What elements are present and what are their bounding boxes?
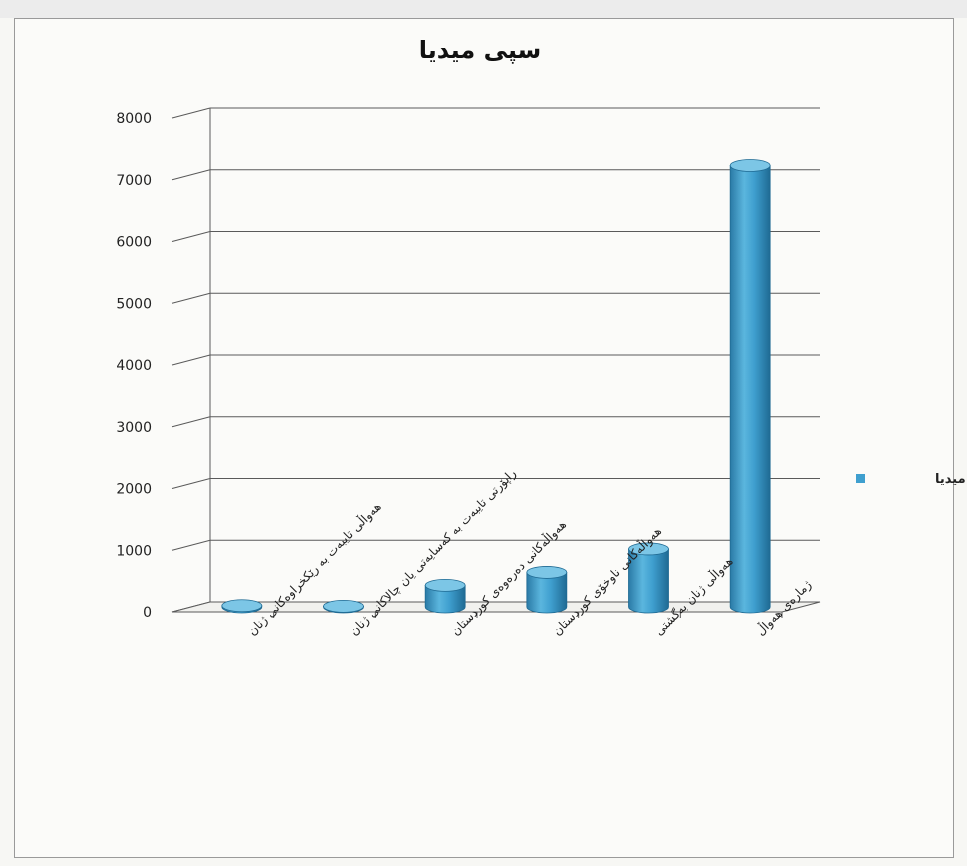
bar	[221, 599, 263, 614]
bar-top	[526, 566, 568, 579]
bar	[424, 578, 466, 614]
bar	[729, 159, 771, 614]
y-tick-label: 5000	[116, 296, 152, 312]
gridline-side	[171, 416, 211, 428]
chart-title: سپی میدیا	[419, 36, 542, 64]
x-tick-label: راپۆرتی تایبەت بە کەسایەتی یان چالاکانی …	[347, 466, 520, 639]
bar	[628, 542, 669, 614]
legend-swatch	[856, 474, 865, 483]
y-axis: 0 1000 2000 3000 4000 5000 6000 7000 8000	[116, 111, 152, 621]
gridline-side	[171, 478, 211, 489]
bar-body	[526, 572, 568, 614]
gridline-side	[171, 231, 211, 242]
gridline-side	[171, 292, 211, 304]
y-tick-label: 3000	[116, 420, 152, 436]
bar-top	[729, 159, 771, 172]
gridlines	[171, 107, 821, 613]
y-tick-label: 7000	[116, 173, 152, 189]
x-axis: هەواڵی تایبەت بە رێکخراوەکانی ژنانراپۆرت…	[244, 466, 815, 639]
y-tick-label: 8000	[116, 111, 152, 127]
bar	[526, 566, 568, 614]
legend: سپی میدیا	[856, 472, 967, 487]
top-strip	[0, 0, 967, 18]
bar-top	[221, 599, 263, 613]
y-tick-label: 6000	[116, 235, 152, 251]
bar-body	[628, 548, 669, 614]
bar-body	[424, 584, 466, 614]
y-tick-label: 0	[143, 605, 152, 621]
chart-frame	[14, 18, 954, 858]
bars	[221, 159, 771, 614]
bar-body	[729, 165, 771, 614]
bar	[323, 599, 364, 614]
y-tick-label: 2000	[116, 482, 152, 498]
legend-label: سپی میدیا	[935, 472, 967, 487]
bar-top	[628, 542, 669, 556]
bar-top	[424, 578, 466, 592]
gridline-side	[171, 354, 211, 366]
gridline-side	[171, 169, 211, 181]
gridline-side	[171, 107, 211, 119]
gridline-side	[171, 539, 211, 551]
bar-top	[323, 599, 364, 613]
y-tick-label: 1000	[116, 543, 152, 559]
y-tick-label: 4000	[116, 358, 152, 374]
